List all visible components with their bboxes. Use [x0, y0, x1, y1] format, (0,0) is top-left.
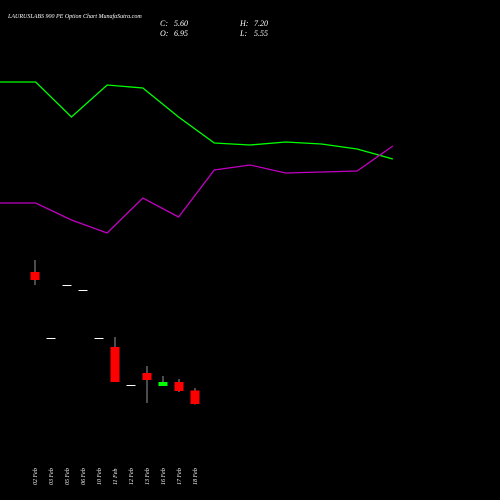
- candle-body: [174, 382, 184, 391]
- x-tick-label: 03 Feb: [49, 468, 55, 485]
- candle-body: [110, 347, 120, 382]
- ohlc-name: L:: [239, 29, 247, 38]
- candle-body: [142, 373, 152, 380]
- ohlc-name: C:: [160, 19, 168, 28]
- chart-title: LAURUSLABS 900 PE Option Chart MunafaSut…: [7, 13, 142, 20]
- x-tick-label: 05 Feb: [65, 468, 71, 485]
- candle-body: [158, 382, 168, 386]
- x-tick-label: 13 Feb: [145, 468, 151, 485]
- candle-body: [30, 272, 40, 280]
- candle-body: [62, 285, 72, 286]
- x-tick-label: 02 Feb: [33, 468, 39, 485]
- x-tick-label: 06 Feb: [81, 468, 87, 485]
- ohlc-name: H:: [239, 19, 249, 28]
- line-series: [0, 81, 394, 160]
- x-tick-label: 18 Feb: [193, 468, 199, 485]
- line-series: [0, 145, 394, 234]
- ohlc-value: 5.55: [254, 29, 268, 38]
- x-tick-label: 16 Feb: [161, 468, 167, 485]
- x-tick-label: 17 Feb: [177, 468, 183, 485]
- candle-body: [78, 290, 88, 291]
- ohlc-name: O:: [160, 29, 169, 38]
- x-tick-label: 12 Feb: [129, 468, 135, 485]
- candle-body: [94, 338, 104, 339]
- candle-body: [46, 338, 56, 339]
- ohlc-value: 5.60: [174, 19, 188, 28]
- ohlc-value: 6.95: [174, 29, 188, 38]
- x-tick-label: 11 Feb: [113, 469, 119, 485]
- candle-body: [126, 385, 136, 386]
- ohlc-value: 7.20: [254, 19, 268, 28]
- candle-body: [190, 390, 200, 404]
- x-tick-label: 10 Feb: [97, 468, 103, 485]
